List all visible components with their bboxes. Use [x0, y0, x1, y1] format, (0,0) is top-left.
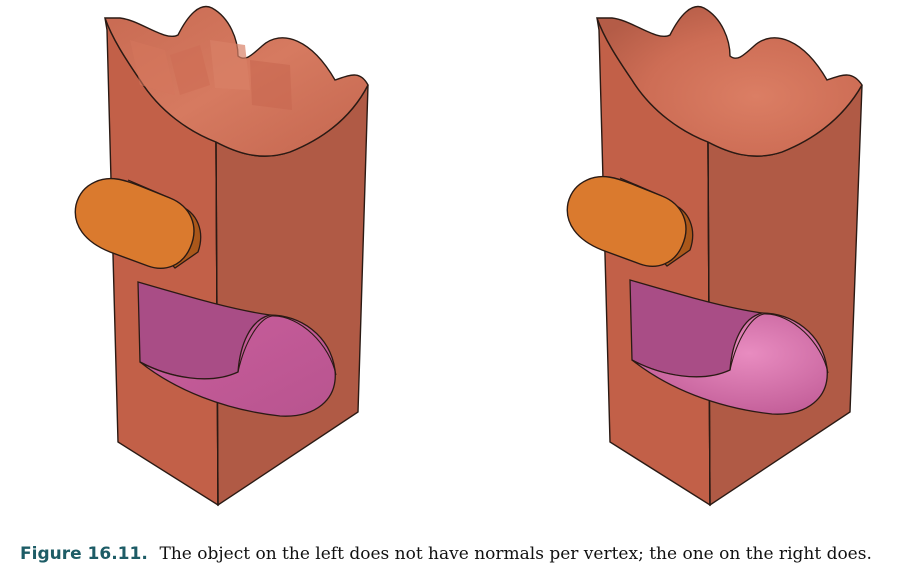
object-left — [74, 5, 369, 507]
figure-caption: Figure 16.11. The object on the left doe… — [20, 543, 910, 565]
figure-illustration — [74, 5, 863, 507]
figure-label: Figure 16.11. — [20, 544, 148, 564]
object-right — [566, 5, 863, 507]
right-top-cavity — [596, 5, 863, 157]
right-cutout-inner-curve — [729, 313, 829, 374]
right-knob-face — [566, 175, 687, 267]
right-cutout-floor — [631, 312, 828, 415]
left-facet-band-3 — [250, 60, 292, 110]
left-facet-band-1 — [170, 45, 210, 95]
left-knob-face — [74, 177, 195, 269]
left-facet-band-4 — [130, 40, 175, 95]
right-knob-top-rim — [619, 177, 663, 197]
left-cutout-inner-curve — [237, 315, 337, 376]
left-knob-top-rim — [127, 179, 171, 199]
left-facet-band-2 — [210, 40, 250, 90]
figure-caption-text: The object on the left does not have nor… — [159, 544, 872, 564]
left-cutout-floor — [139, 314, 336, 417]
